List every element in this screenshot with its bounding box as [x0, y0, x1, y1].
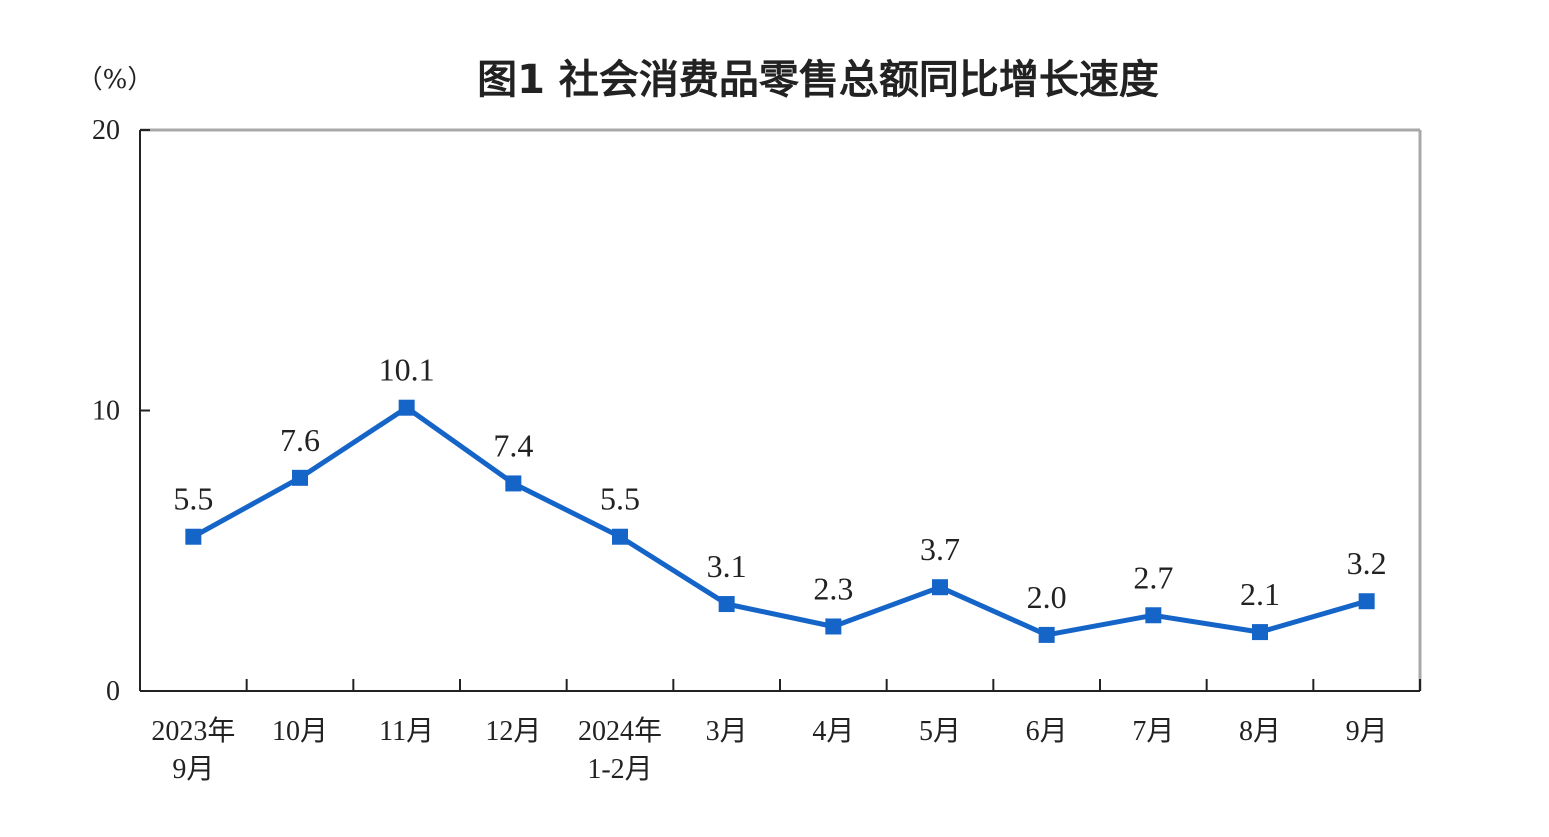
- y-tick-label: 10: [92, 396, 120, 427]
- data-label: 5.5: [600, 481, 640, 517]
- data-point: [292, 469, 308, 486]
- data-point: [825, 618, 842, 635]
- y-axis-unit: （%）: [77, 65, 154, 95]
- data-point: [932, 579, 948, 596]
- x-tick-label: 7月: [1132, 716, 1174, 747]
- data-label: 2.0: [1027, 579, 1067, 615]
- data-point: [612, 528, 628, 545]
- data-point: [718, 596, 735, 613]
- x-tick-label: 2024年: [578, 715, 662, 747]
- x-tick-label: 3月: [706, 716, 748, 747]
- chart-title: 图1 社会消费品零售总额同比增长速度: [477, 57, 1159, 103]
- x-tick-label: 11月: [379, 716, 434, 747]
- data-point: [1252, 624, 1268, 641]
- data-label: 7.4: [493, 427, 533, 463]
- data-point: [1145, 607, 1162, 624]
- x-tick-label: 8月: [1239, 716, 1281, 747]
- series-line: [192, 405, 1368, 638]
- y-tick-label: 20: [92, 115, 120, 146]
- data-label: 2.3: [813, 570, 853, 606]
- data-label: 2.7: [1133, 559, 1173, 595]
- data-point: [1358, 593, 1375, 610]
- x-tick-label: 9月: [1346, 716, 1388, 747]
- x-tick-label: 2023年: [151, 715, 235, 747]
- data-label: 3.2: [1347, 545, 1387, 581]
- x-tick-label: 5月: [919, 716, 961, 747]
- y-tick-label: 0: [106, 676, 120, 707]
- x-tick-label: 4月: [812, 716, 854, 747]
- data-label: 2.1: [1240, 576, 1280, 612]
- data-label: 5.5: [173, 481, 213, 517]
- x-tick-label: 12月: [485, 716, 541, 747]
- x-tick-label: 6月: [1026, 716, 1068, 747]
- data-point: [505, 475, 522, 492]
- data-label: 7.6: [280, 422, 320, 458]
- data-label: 3.1: [707, 548, 747, 584]
- plot-area: 0 10 20 2023年 9月 10月 11月 12月 2024年 1-2月 3月 4月 5月 6月 7月…: [92, 115, 1422, 785]
- x-tick-label: 9月: [172, 754, 214, 785]
- data-point: [185, 528, 202, 545]
- x-tick-label: 10月: [272, 716, 328, 747]
- data-point: [398, 399, 415, 416]
- data-label: 3.7: [920, 531, 960, 567]
- data-label: 10.1: [379, 352, 435, 388]
- x-tick-label: 1-2月: [587, 754, 652, 785]
- data-point: [1038, 626, 1055, 643]
